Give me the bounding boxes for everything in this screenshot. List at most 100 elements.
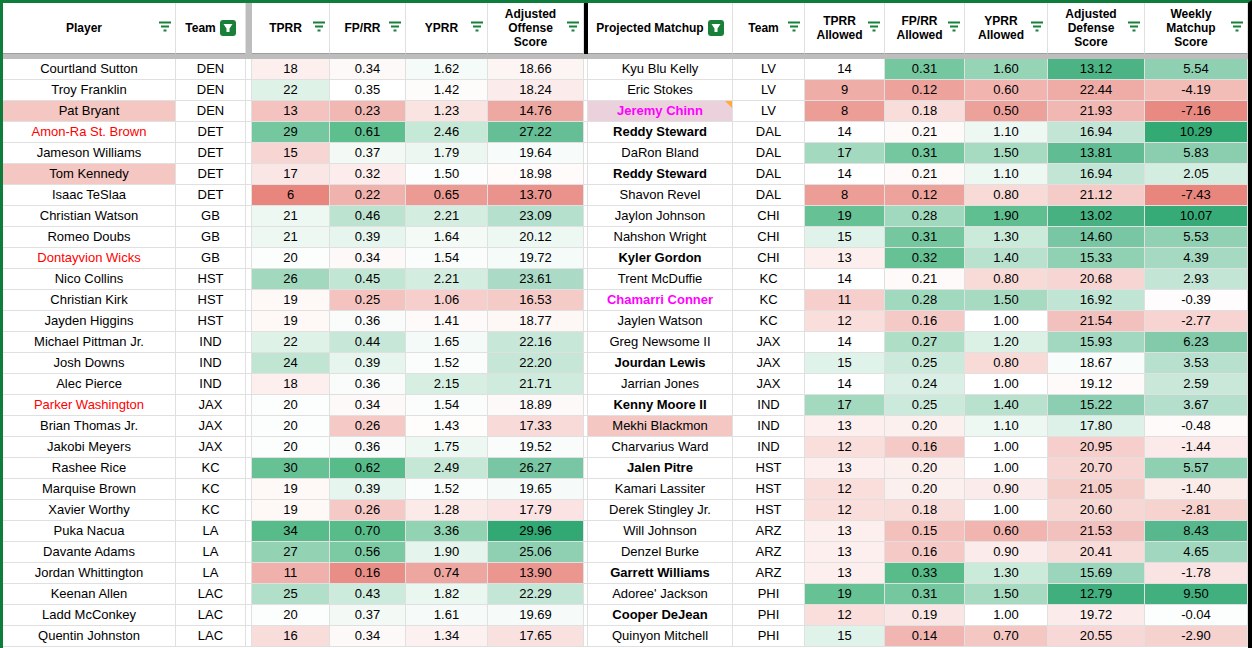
player-cell[interactable]: Pat Bryant [3,101,176,122]
team-cell[interactable]: LA [176,563,246,584]
stat-cell[interactable]: 1.43 [406,416,488,437]
stat-cell[interactable]: 11 [252,563,330,584]
header-cell-yprr[interactable]: YPRR [406,3,488,54]
matchup-cell[interactable]: Kamari Lassiter [588,479,733,500]
stat-cell[interactable]: 11 [805,290,885,311]
player-cell[interactable]: Courtland Sutton [3,59,176,80]
team-cell[interactable]: HST [176,290,246,311]
stat-cell[interactable]: 16 [252,626,330,647]
stat-cell[interactable]: 1.54 [406,395,488,416]
team-cell[interactable]: KC [176,500,246,521]
matchup-cell[interactable]: Jaylen Watson [588,311,733,332]
stat-cell[interactable]: 0.31 [885,59,965,80]
stat-cell[interactable]: 0.70 [330,521,406,542]
stat-cell[interactable]: 19 [805,584,885,605]
stat-cell[interactable]: 0.74 [406,563,488,584]
stat-cell[interactable]: 0.34 [330,248,406,269]
stat-cell[interactable]: -2.81 [1145,500,1248,521]
matchup-cell[interactable]: Derek Stingley Jr. [588,500,733,521]
stat-cell[interactable]: 0.45 [330,269,406,290]
team-cell[interactable]: IND [733,437,805,458]
team-cell[interactable]: KC [176,479,246,500]
stat-cell[interactable]: 1.52 [406,479,488,500]
player-cell[interactable]: Quentin Johnston [3,626,176,647]
stat-cell[interactable]: 20.95 [1048,437,1145,458]
matchup-cell[interactable]: DaRon Bland [588,143,733,164]
stat-cell[interactable]: 1.10 [965,164,1048,185]
stat-cell[interactable]: 0.80 [965,269,1048,290]
stat-cell[interactable]: 14 [805,374,885,395]
team-cell[interactable]: DET [176,185,246,206]
stat-cell[interactable]: 17 [252,164,330,185]
stat-cell[interactable]: -4.19 [1145,80,1248,101]
stat-cell[interactable]: 21.53 [1048,521,1145,542]
team-cell[interactable]: JAX [176,416,246,437]
stat-cell[interactable]: 0.21 [885,269,965,290]
team-cell[interactable]: DET [176,143,246,164]
stat-cell[interactable]: 14 [805,269,885,290]
team-cell[interactable]: LA [176,542,246,563]
stat-cell[interactable]: 3.67 [1145,395,1248,416]
stat-cell[interactable]: 15 [252,143,330,164]
player-cell[interactable]: Jameson Williams [3,143,176,164]
stat-cell[interactable]: 20 [252,395,330,416]
stat-cell[interactable]: 1.50 [406,164,488,185]
player-cell[interactable]: Alec Pierce [3,374,176,395]
stat-cell[interactable]: 15 [805,626,885,647]
team-cell[interactable]: CHI [733,227,805,248]
player-cell[interactable]: Isaac TeSlaa [3,185,176,206]
stat-cell[interactable]: 19.12 [1048,374,1145,395]
header-cell-projected-matchup[interactable]: Projected Matchup [588,3,733,54]
stat-cell[interactable]: 25 [252,584,330,605]
stat-cell[interactable]: 34 [252,521,330,542]
team-cell[interactable]: IND [733,395,805,416]
stat-cell[interactable]: 0.46 [330,206,406,227]
stat-cell[interactable]: 0.36 [330,437,406,458]
matchup-cell[interactable]: Jalen Pitre [588,458,733,479]
stat-cell[interactable]: 13.02 [1048,206,1145,227]
stat-cell[interactable]: 10.29 [1145,122,1248,143]
team-cell[interactable]: GB [176,206,246,227]
team-cell[interactable]: DAL [733,185,805,206]
stat-cell[interactable]: 0.50 [965,101,1048,122]
filter-lines-icon[interactable] [947,21,961,36]
stat-cell[interactable]: 3.53 [1145,353,1248,374]
stat-cell[interactable]: 15.22 [1048,395,1145,416]
stat-cell[interactable]: -1.78 [1145,563,1248,584]
stat-cell[interactable]: 12 [805,605,885,626]
matchup-cell[interactable]: Greg Newsome II [588,332,733,353]
matchup-cell[interactable]: Quinyon Mitchell [588,626,733,647]
stat-cell[interactable]: 0.20 [885,416,965,437]
stat-cell[interactable]: 1.50 [965,290,1048,311]
stat-cell[interactable]: 19.72 [1048,605,1145,626]
stat-cell[interactable]: 4.39 [1145,248,1248,269]
stat-cell[interactable]: 19 [252,311,330,332]
stat-cell[interactable]: 26.27 [488,458,584,479]
player-cell[interactable]: Marquise Brown [3,479,176,500]
team-cell[interactable]: PHI [733,584,805,605]
stat-cell[interactable]: 0.21 [885,164,965,185]
team-cell[interactable]: GB [176,248,246,269]
team-cell[interactable]: LV [733,101,805,122]
stat-cell[interactable]: 0.18 [885,500,965,521]
stat-cell[interactable]: 23.09 [488,206,584,227]
stat-cell[interactable]: 1.00 [965,605,1048,626]
stat-cell[interactable]: 2.15 [406,374,488,395]
stat-cell[interactable]: 16.94 [1048,122,1145,143]
header-cell-adjusted-offense-score[interactable]: Adjusted Offense Score [488,3,584,54]
team-cell[interactable]: DEN [176,80,246,101]
matchup-cell[interactable]: Denzel Burke [588,542,733,563]
stat-cell[interactable]: 26 [252,269,330,290]
stat-cell[interactable]: 1.54 [406,248,488,269]
stat-cell[interactable]: 1.23 [406,101,488,122]
stat-cell[interactable]: -2.90 [1145,626,1248,647]
stat-cell[interactable]: 0.15 [885,521,965,542]
team-cell[interactable]: HST [733,500,805,521]
player-cell[interactable]: Ladd McConkey [3,605,176,626]
stat-cell[interactable]: -1.44 [1145,437,1248,458]
stat-cell[interactable]: 0.19 [885,605,965,626]
stat-cell[interactable]: 20.68 [1048,269,1145,290]
stat-cell[interactable]: -0.39 [1145,290,1248,311]
stat-cell[interactable]: 8.43 [1145,521,1248,542]
stat-cell[interactable]: 14 [805,122,885,143]
